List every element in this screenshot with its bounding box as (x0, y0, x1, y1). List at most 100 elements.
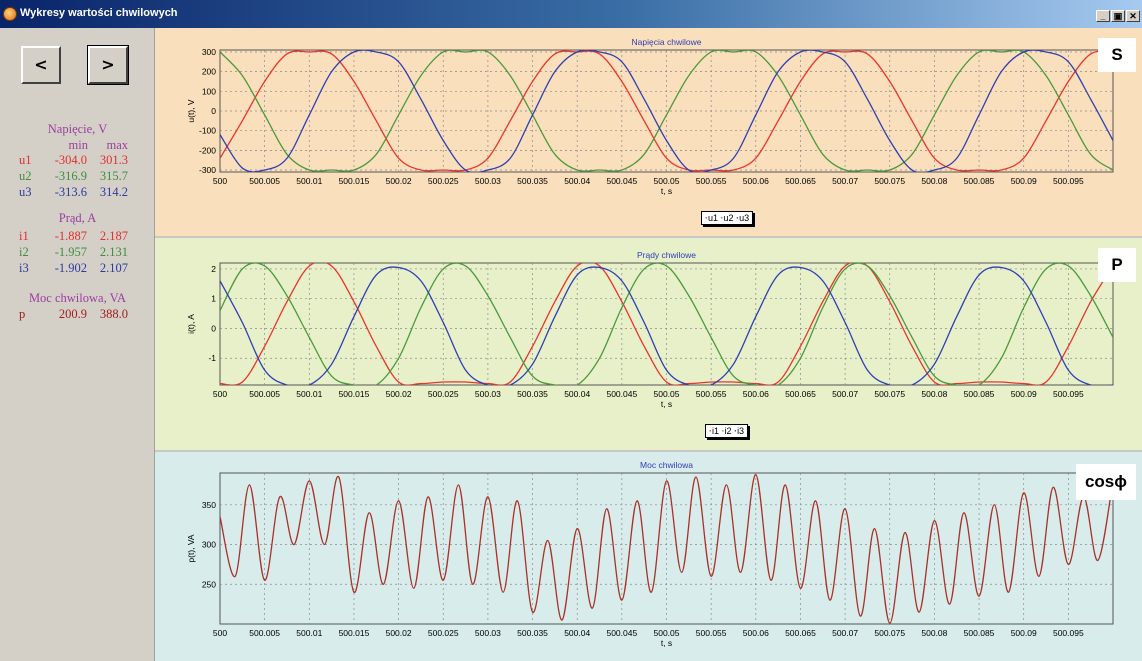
y-tick-label: 2 (211, 264, 216, 274)
x-axis-label: t, s (661, 399, 672, 409)
x-tick-label: 500.035 (517, 389, 548, 399)
current-i1-label: i1 (19, 229, 29, 243)
voltage-u1-min: -304.0 (54, 153, 87, 167)
legend-i3: i3 (737, 426, 745, 436)
voltage-chart-panel: 500 500.005 500.01 500.015 500.02 500.025 500.… (155, 28, 1142, 238)
x-tick-label: 500.01 (296, 389, 322, 399)
x-tick-label: 500 (213, 176, 227, 186)
x-tick-label: 500.04 (564, 176, 590, 186)
power-section-title: Moc chwilowa, VA (28, 291, 127, 305)
y-tick-label: -200 (199, 145, 216, 155)
y-tick-label: 0 (211, 106, 216, 116)
y-tick-label: 300 (202, 47, 216, 57)
current-row-i3: i3 -1.902 2.107 (0, 261, 155, 277)
prev-button[interactable]: < (21, 46, 61, 84)
current-row-i1: i1 -1.887 2.187 (0, 229, 155, 245)
voltage-legend: ·u1 ·u2 ·u3 (701, 211, 754, 225)
y-tick-label: 350 (202, 500, 216, 510)
minimize-button[interactable]: _ (1096, 10, 1110, 22)
series-line-u2 (220, 50, 1113, 172)
close-button[interactable]: ✕ (1126, 10, 1140, 22)
x-tick-label: 500.08 (921, 389, 947, 399)
x-tick-label: 500.04 (564, 389, 590, 399)
x-tick-label: 500.005 (249, 176, 280, 186)
x-axis-label: t, s (661, 186, 672, 196)
chart-title: Prądy chwilowe (637, 250, 696, 260)
x-tick-label: 500.09 (1011, 628, 1037, 638)
y-tick-label: 100 (202, 86, 216, 96)
x-tick-label: 500.06 (743, 176, 769, 186)
x-tick-label: 500.065 (785, 176, 816, 186)
badge-p: P (1098, 248, 1136, 282)
voltage-row-u3: u3 -313.6 314.2 (0, 185, 155, 201)
y-axis-label: p(t), VA (186, 534, 196, 563)
x-tick-label: 500.07 (832, 389, 858, 399)
x-tick-label: 500.015 (339, 628, 370, 638)
current-section-title: Prąd, A (58, 211, 97, 225)
x-tick-label: 500.065 (785, 628, 816, 638)
x-tick-label: 500.025 (428, 389, 459, 399)
x-tick-label: 500.025 (428, 176, 459, 186)
x-tick-label: 500 (213, 389, 227, 399)
min-header: min (68, 138, 88, 152)
voltage-u2-label: u2 (19, 169, 32, 183)
current-i2-label: i2 (19, 245, 29, 259)
voltage-u1-max: 301.3 (99, 153, 128, 167)
x-tick-label: 500.085 (964, 389, 995, 399)
legend-u1: u1 (708, 213, 719, 223)
voltage-u3-label: u3 (19, 185, 32, 199)
x-tick-label: 500.025 (428, 628, 459, 638)
chart-title: Moc chwilowa (640, 460, 693, 470)
next-button[interactable]: > (87, 45, 129, 85)
stats-sidebar: < > Napięcie, V min max u1 -304.0 301.3 u2 -… (0, 28, 155, 661)
x-tick-label: 500.06 (743, 628, 769, 638)
current-chart-panel: 500 500.005 500.01 500.015 500.02 500.025 500.… (155, 238, 1142, 452)
x-tick-label: 500.075 (874, 176, 905, 186)
y-tick-label: -1 (208, 353, 216, 363)
x-tick-label: 500.03 (475, 389, 501, 399)
voltage-u3-min: -313.6 (54, 185, 87, 199)
x-tick-label: 500.095 (1053, 628, 1084, 638)
x-tick-label: 500.01 (296, 628, 322, 638)
legend-u3: u3 (739, 213, 750, 223)
chart-title: Napięcia chwilowe (632, 37, 702, 47)
x-tick-label: 500.045 (606, 628, 637, 638)
x-tick-label: 500.09 (1011, 389, 1037, 399)
voltage-row-u1: u1 -304.0 301.3 (0, 153, 155, 169)
x-tick-label: 500.055 (696, 176, 727, 186)
voltage-u2-min: -316.9 (54, 169, 87, 183)
voltage-u3-max: 314.2 (99, 185, 128, 199)
x-tick-label: 500.04 (564, 628, 590, 638)
x-tick-label: 500.09 (1011, 176, 1037, 186)
y-axis-label: u(t), V (186, 99, 196, 122)
current-i3-label: i3 (19, 261, 29, 275)
x-axis-label: t, s (661, 638, 672, 648)
x-tick-label: 500.075 (874, 389, 905, 399)
current-chart: 500 500.005 500.01 500.015 500.02 500.025 500.… (155, 238, 1142, 450)
x-tick-label: 500.03 (475, 176, 501, 186)
x-tick-label: 500.015 (339, 389, 370, 399)
y-tick-label: 250 (202, 579, 216, 589)
power-row-p: p 200.9 388.0 (0, 307, 155, 323)
y-tick-label: 1 (211, 294, 216, 304)
x-tick-label: 500.095 (1053, 389, 1084, 399)
voltage-chart: 500 500.005 500.01 500.015 500.02 500.025 500.… (155, 28, 1142, 236)
power-chart: 500 500.005 500.01 500.015 500.02 500.025 500.… (155, 452, 1142, 661)
current-i1-max: 2.187 (99, 229, 128, 243)
x-tick-label: 500.08 (921, 628, 947, 638)
x-tick-label: 500.095 (1053, 176, 1084, 186)
y-axis-label: i(t), A (186, 314, 196, 334)
x-tick-label: 500.055 (696, 389, 727, 399)
current-legend: ·i1 ·i2 ·i3 (705, 424, 749, 438)
legend-i1: i1 (712, 426, 720, 436)
x-tick-label: 500.02 (386, 176, 412, 186)
restore-button[interactable]: ▣ (1111, 10, 1125, 22)
x-tick-label: 500.075 (874, 628, 905, 638)
series-line-u3 (220, 50, 1113, 172)
title-bar: Wykresy wartości chwilowych _ ▣ ✕ (0, 0, 1142, 28)
badge-s: S (1098, 38, 1136, 72)
x-tick-label: 500.02 (386, 628, 412, 638)
power-chart-panel: 500 500.005 500.01 500.015 500.02 500.025 500.… (155, 452, 1142, 661)
badge-cosphi: cosϕ (1076, 464, 1136, 500)
x-tick-label: 500.035 (517, 176, 548, 186)
